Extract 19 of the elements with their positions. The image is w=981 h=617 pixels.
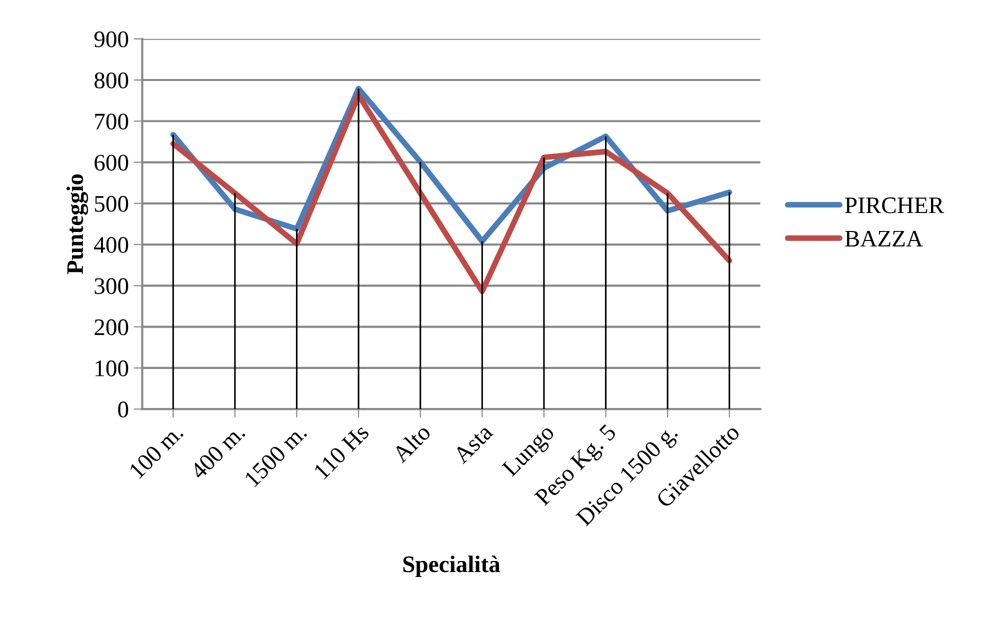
x-tick-label: Asta	[452, 423, 494, 464]
x-tick-label: 100 m.	[128, 424, 184, 479]
y-tick-label: 800	[94, 72, 128, 88]
x-tick-label: 110 Hs	[313, 423, 370, 480]
y-tick-label: 500	[95, 196, 128, 212]
y-tick-label: 300	[94, 278, 128, 294]
x-axis-title: Specialità	[403, 556, 500, 578]
legend-label: PIRCHER	[845, 197, 944, 214]
y-axis-title: Punteggio	[66, 174, 88, 274]
y-tick-label: 600	[94, 154, 128, 171]
x-tick-label: 400 m.	[189, 424, 246, 480]
x-tick-label: Alto	[390, 422, 432, 464]
y-tick-label: 200	[94, 319, 128, 336]
y-tick-label: 700	[95, 114, 128, 130]
y-tick-label: 900	[94, 31, 128, 48]
y-tick-label: 0	[118, 402, 128, 418]
legend-label: BAZZA	[845, 230, 923, 246]
y-tick-label: 400	[94, 237, 128, 253]
y-tick-label: 100	[96, 360, 128, 376]
